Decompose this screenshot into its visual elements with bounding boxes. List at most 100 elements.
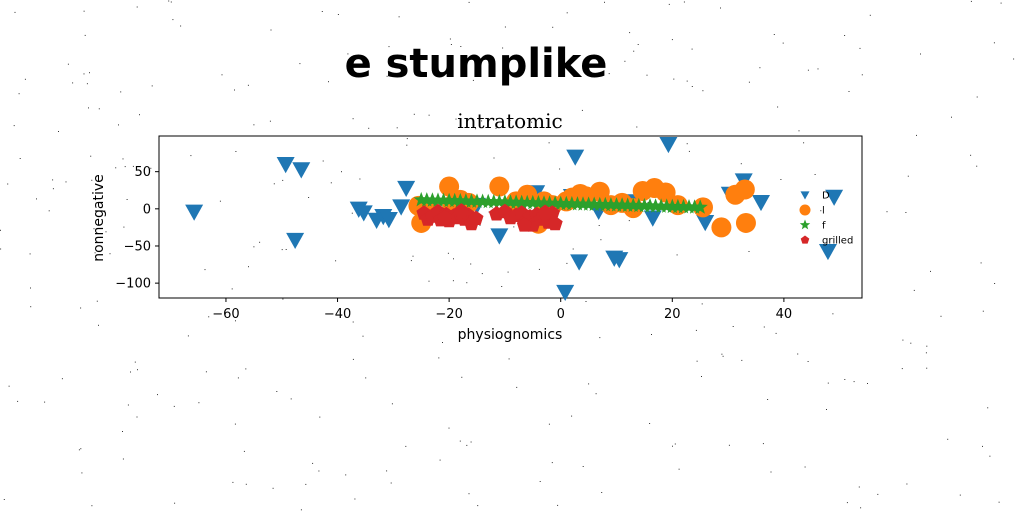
speckle [481,120,483,122]
data-point [752,194,771,212]
data-point [696,215,715,232]
speckle [282,298,284,300]
speckle [688,150,690,152]
speckle [130,371,131,373]
speckle [90,155,92,157]
data-point [292,162,311,179]
speckle [83,10,85,12]
legend-item: f [799,219,826,232]
data-point [636,197,652,213]
speckle [204,269,206,271]
speckle [820,210,822,212]
legend-marker [800,235,810,244]
speckle [413,113,415,115]
speckle [234,89,235,91]
data-point [439,176,460,197]
speckle [624,60,626,62]
speckle [318,470,320,472]
speckle [468,493,470,495]
data-point [468,210,484,225]
speckle [136,416,138,418]
speckle [780,179,782,180]
speckle [803,142,805,144]
speckle [807,361,809,362]
speckle [814,174,816,175]
speckle [259,241,261,243]
data-point [489,176,510,197]
speckle [916,134,917,136]
speckle [19,158,21,159]
speckle [980,262,982,264]
speckle [748,81,750,83]
speckle [466,282,468,284]
speckle [232,481,234,483]
legend-label: l [822,206,825,217]
speckle [741,359,743,361]
speckle [449,38,451,40]
speckle [139,114,140,116]
speckle [109,253,111,255]
speckle [740,163,742,165]
speckle [208,316,210,318]
speckle [495,127,497,129]
speckle [582,466,584,467]
speckle [322,160,324,162]
speckle [676,254,678,256]
speckle [930,270,931,272]
x-tick-label: 0 [557,307,565,322]
speckle [686,80,688,82]
speckle [629,32,631,34]
speckle [501,286,503,287]
speckle [122,158,124,160]
speckle [877,493,879,495]
speckle [920,53,921,55]
data-point [397,180,416,198]
speckle [248,266,249,268]
speckle [728,444,730,446]
speckle [748,251,750,252]
speckle [396,127,398,129]
speckle [762,443,764,445]
speckle [157,394,158,396]
speckle [86,83,88,85]
speckle [352,118,354,120]
speckle [601,492,603,493]
chart-title: intratomic [457,109,562,133]
speckle [30,306,32,308]
speckle [281,249,283,251]
speckle [234,423,236,425]
speckle [1013,58,1015,60]
speckle [300,509,302,511]
speckle [3,499,5,500]
speckle [351,212,353,214]
speckle [804,466,806,468]
legend-item: D [800,191,830,202]
speckle [673,78,675,80]
legend-label: f [822,221,826,232]
speckle [412,55,414,57]
speckle [998,501,1000,503]
speckle [14,11,16,13]
data-point [570,254,589,271]
speckle [608,73,610,75]
legend-label: D [822,191,830,202]
speckle [151,85,153,87]
speckle [479,224,481,226]
data-point [379,212,398,229]
speckle [595,393,597,395]
data-point [825,189,844,206]
speckle [98,108,100,110]
speckle [88,107,89,109]
speckle [442,342,443,343]
speckle [410,260,412,262]
speckle [172,19,174,21]
speckle [29,253,31,255]
y-tick-label: −50 [124,239,151,254]
speckle [127,404,129,406]
data-point [490,228,509,245]
speckle [691,86,693,87]
speckle [276,391,278,392]
speckle [481,273,483,275]
figure-suptitle: e stumplike [345,41,608,87]
